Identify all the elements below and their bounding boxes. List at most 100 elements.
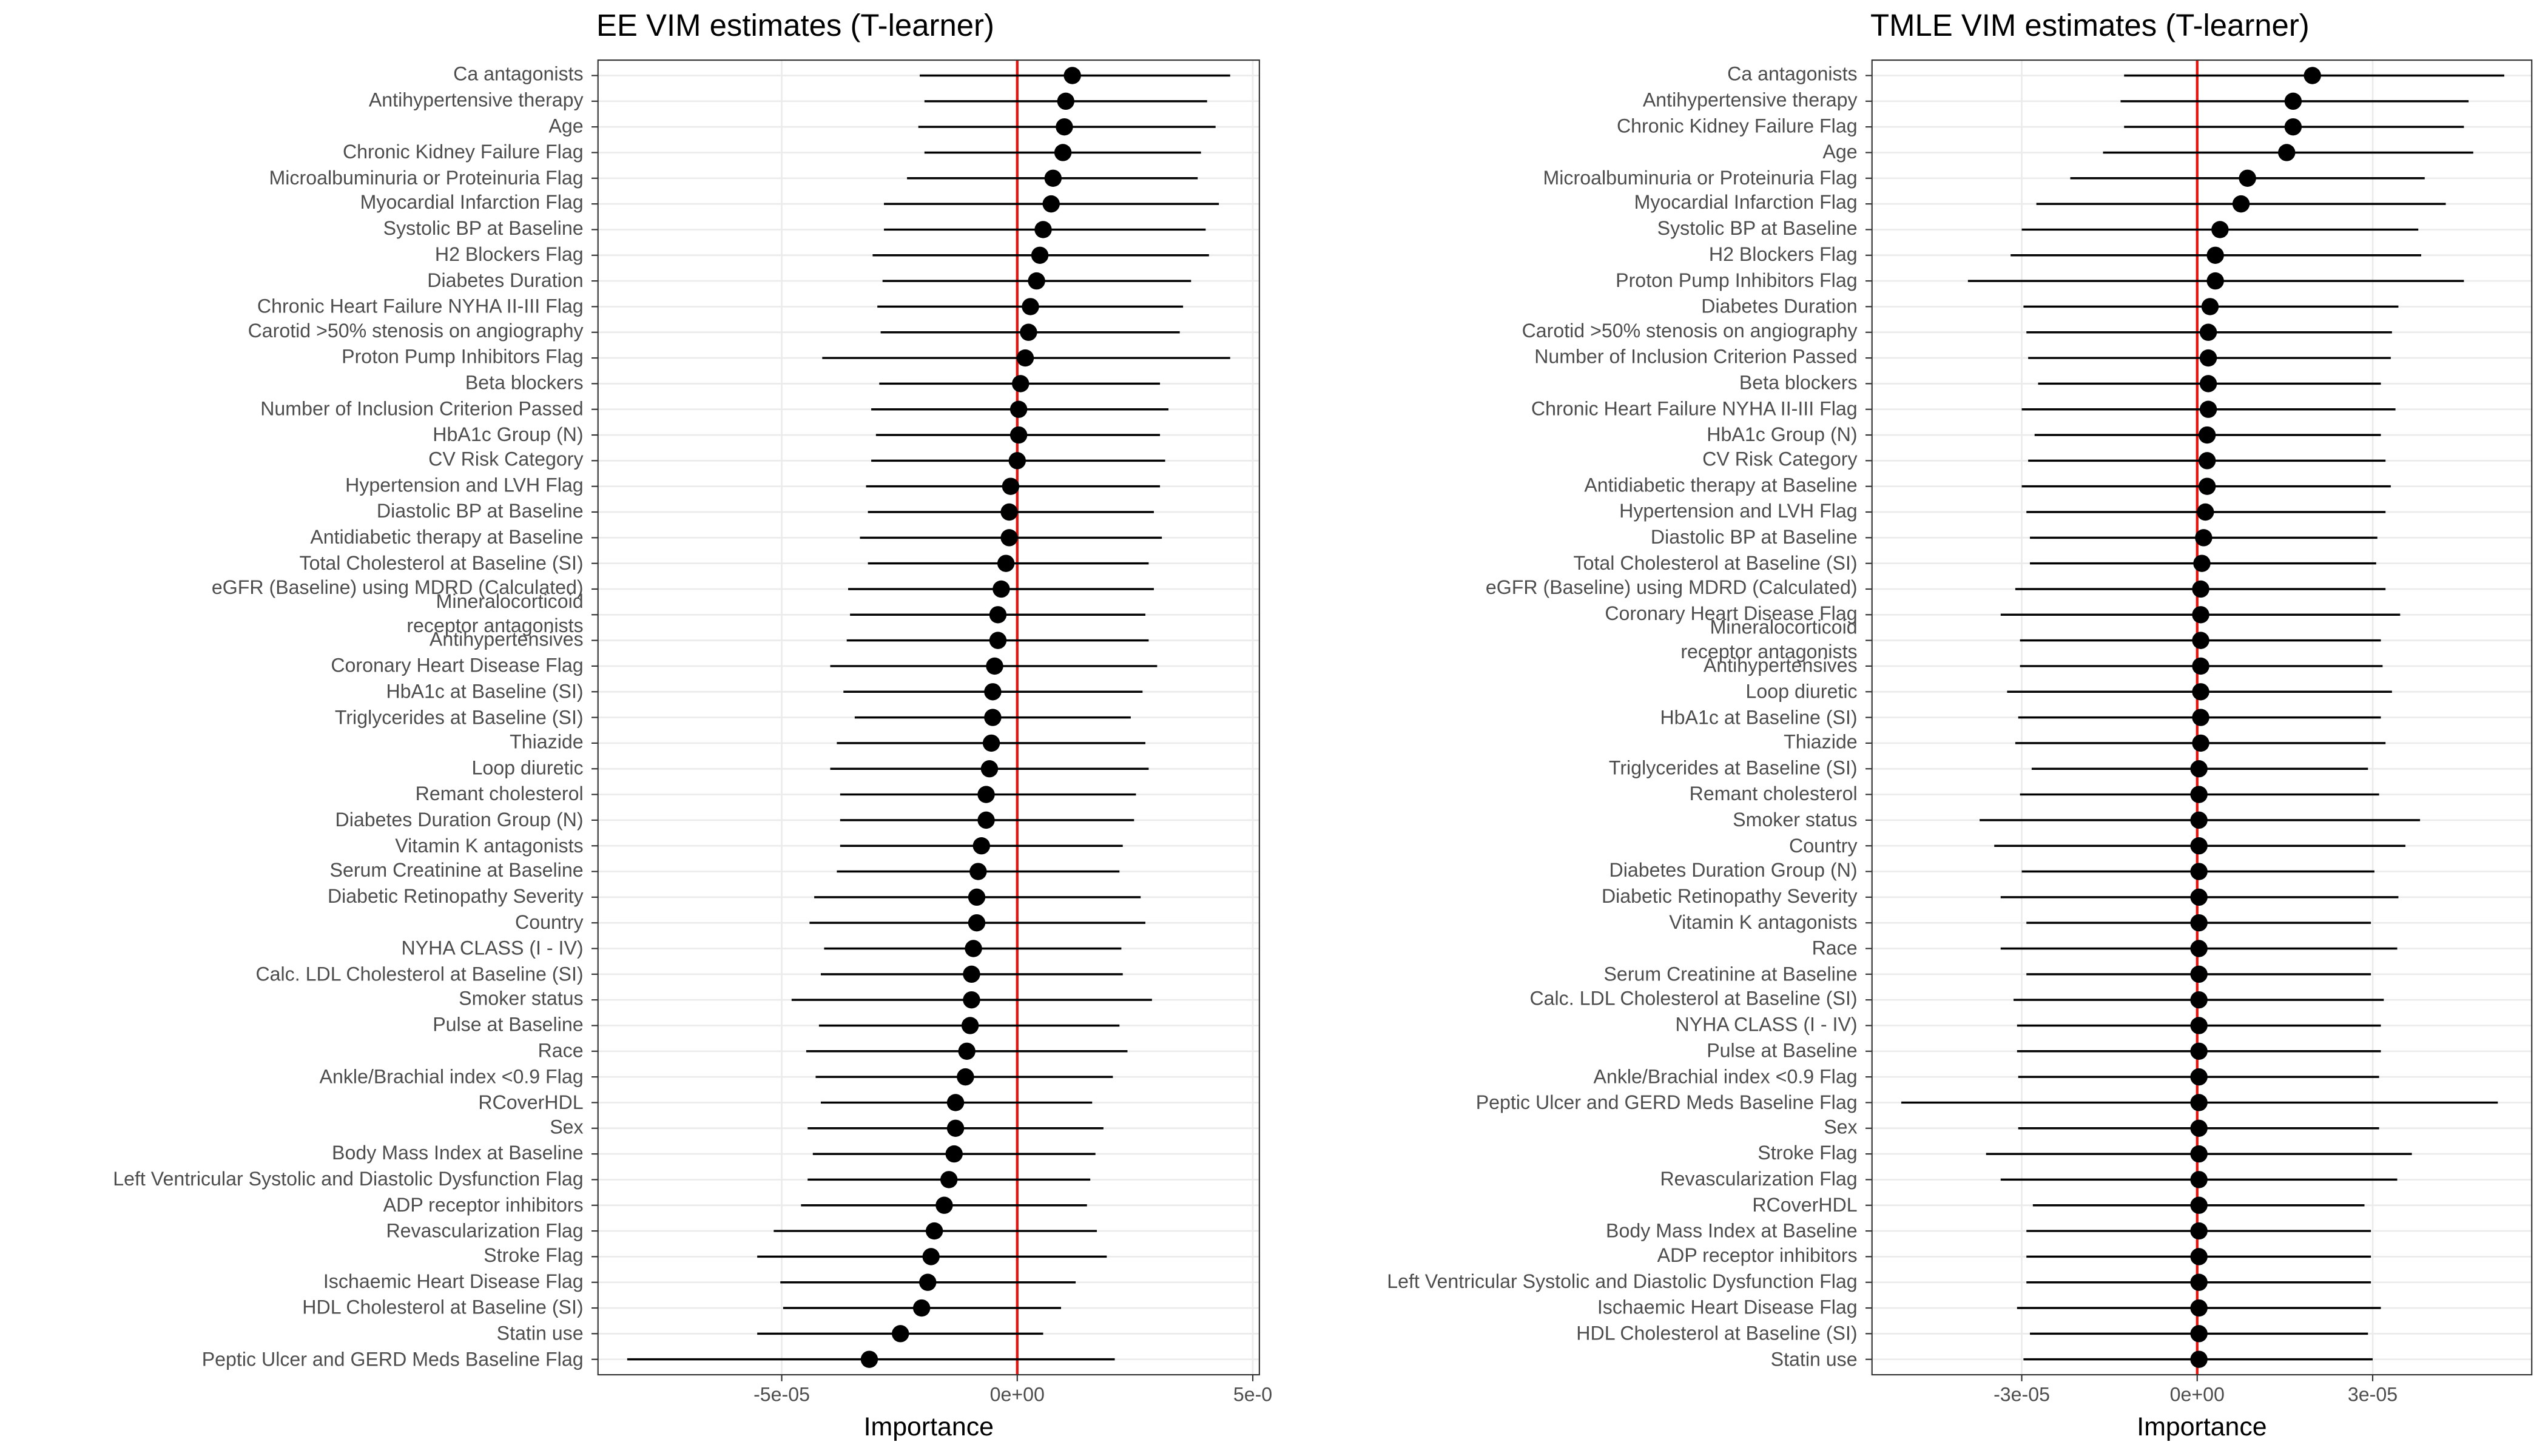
point: [2192, 734, 2209, 752]
y-tick-label: HbA1c Group (N): [1707, 422, 1858, 446]
point: [892, 1325, 909, 1343]
y-tick-label: Number of Inclusion Criterion Passed: [1534, 345, 1858, 369]
y-tick-label: HbA1c Group (N): [433, 422, 584, 446]
y-tick-label: ADP receptor inhibitors: [1657, 1244, 1858, 1267]
y-tick-label: Microalbuminuria or Proteinuria Flag: [269, 166, 584, 189]
y-tick-label: Pulse at Baseline: [433, 1013, 584, 1036]
point: [1009, 426, 1028, 444]
point: [2190, 1068, 2208, 1086]
point: [982, 734, 1000, 752]
point: [1028, 272, 1045, 290]
point: [958, 1042, 976, 1060]
point: [2190, 811, 2208, 829]
point: [2190, 914, 2208, 932]
point: [984, 709, 1002, 726]
y-tick-label: Antidiabetic therapy at Baseline: [1584, 474, 1858, 497]
y-tick-label: Age: [548, 115, 584, 138]
y-tick-label: Peptic Ulcer and GERD Meds Baseline Flag: [1475, 1090, 1858, 1113]
point: [2190, 1094, 2208, 1111]
y-tick-label: Left Ventricular Systolic and Diastolic …: [1387, 1270, 1858, 1293]
y-tick-label: Remant cholesterol: [1689, 782, 1858, 805]
point: [2190, 991, 2208, 1009]
point: [2206, 246, 2224, 264]
y-tick-label: Carotid >50% stenosis on angiography: [248, 320, 584, 343]
y-tick-label: Chronic Kidney Failure Flag: [1616, 115, 1858, 138]
point: [1057, 92, 1074, 110]
point: [2192, 606, 2209, 624]
y-tick-label: Statin use: [1770, 1347, 1858, 1370]
point: [2232, 195, 2250, 213]
point: [935, 1196, 953, 1214]
y-tick-label: Mineralocorticoid receptor antagonists: [406, 590, 584, 638]
y-tick-label: Ca antagonists: [453, 63, 584, 86]
point: [977, 786, 995, 803]
y-tick-label: eGFR (Baseline) using MDRD (Calculated): [1485, 576, 1858, 600]
x-tick-label: -5e-05: [753, 1383, 810, 1405]
y-tick-label: Body Mass Index at Baseline: [1606, 1218, 1858, 1242]
y-tick-label: Country: [1789, 834, 1858, 857]
y-tick-label: Thiazide: [510, 730, 584, 754]
y-tick-label: Ankle/Brachial index <0.9 Flag: [1593, 1065, 1858, 1088]
y-tick-label: Ca antagonists: [1727, 63, 1858, 86]
point: [2190, 1171, 2208, 1188]
point: [2211, 221, 2229, 238]
point: [989, 632, 1007, 649]
y-tick-label: Diabetes Duration Group (N): [1609, 859, 1858, 882]
y-tick-label: CV Risk Category: [1702, 448, 1858, 471]
point: [912, 1299, 931, 1317]
x-tick-label: 0e+00: [990, 1383, 1045, 1405]
y-tick-label: Vitamin K antagonists: [1669, 911, 1858, 934]
point: [965, 940, 982, 957]
point: [968, 888, 986, 906]
y-tick-label: Race: [538, 1039, 584, 1062]
point: [997, 554, 1015, 572]
point: [925, 1222, 943, 1240]
point: [2190, 1248, 2208, 1266]
point: [993, 580, 1010, 598]
y-tick-label: eGFR (Baseline) using MDRD (Calculated): [211, 576, 584, 600]
y-tick-label: Diastolic BP at Baseline: [1650, 525, 1858, 548]
y-tick-label: Body Mass Index at Baseline: [332, 1141, 584, 1165]
point: [2190, 1325, 2208, 1343]
y-tick-label: Ischaemic Heart Disease Flag: [1597, 1295, 1858, 1319]
point: [2190, 760, 2208, 778]
y-tick-label: Statin use: [496, 1321, 584, 1344]
y-tick-label: Myocardial Infarction Flag: [360, 192, 584, 215]
x-tick-label: 3e-05: [2348, 1383, 2398, 1405]
point: [2197, 503, 2214, 521]
y-tick-label: Proton Pump Inhibitors Flag: [342, 345, 584, 369]
point: [1012, 375, 1030, 393]
point: [1054, 144, 1072, 161]
y-tick-label: Loop diuretic: [1745, 679, 1858, 703]
point: [972, 837, 990, 855]
point: [984, 683, 1002, 701]
x-tick-label: -3e-05: [1994, 1383, 2050, 1405]
point: [1063, 67, 1081, 84]
point: [977, 811, 995, 829]
y-tick-label: Stroke Flag: [484, 1244, 584, 1267]
y-tick-label: Coronary Heart Disease Flag: [1605, 602, 1858, 625]
y-tick-label: Triglycerides at Baseline (SI): [334, 705, 584, 728]
y-tick-label: Revascularization Flag: [386, 1218, 584, 1242]
point: [2198, 452, 2216, 470]
point: [2192, 580, 2209, 598]
y-tick-label: NYHA CLASS (I - IV): [1675, 1013, 1858, 1036]
y-tick-label: Chronic Kidney Failure Flag: [342, 140, 584, 163]
y-tick-label: Carotid >50% stenosis on angiography: [1522, 320, 1858, 343]
point: [2199, 323, 2217, 341]
point: [2190, 786, 2208, 803]
point: [2190, 1299, 2208, 1317]
point: [1009, 400, 1028, 418]
point: [946, 1094, 965, 1111]
y-tick-label: Smoker status: [1733, 807, 1858, 831]
point: [2278, 144, 2296, 161]
point: [2190, 1042, 2208, 1060]
point: [922, 1248, 940, 1266]
point: [2195, 529, 2213, 547]
point: [2284, 118, 2302, 136]
y-tick-label: NYHA CLASS (I - IV): [401, 936, 584, 959]
point: [2239, 169, 2256, 187]
y-tick-label: Antihypertensive therapy: [1642, 89, 1858, 112]
point: [945, 1145, 963, 1163]
y-tick-label: Loop diuretic: [471, 757, 584, 780]
